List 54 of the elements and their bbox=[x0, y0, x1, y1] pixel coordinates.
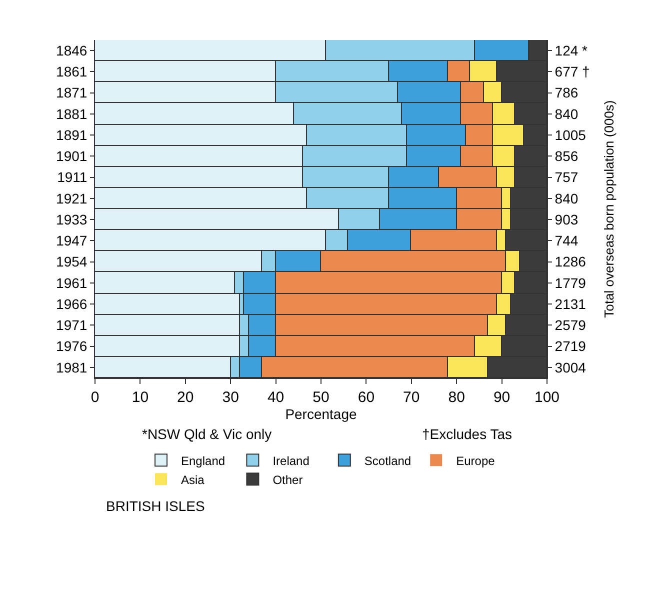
y-tick-label: 1881 bbox=[56, 106, 88, 122]
y2-tick-label: 2579 bbox=[554, 317, 586, 334]
y2-tick-label: 840 bbox=[554, 190, 578, 206]
x-tick-label: 90 bbox=[493, 389, 510, 406]
y2-tick-label: 3004 bbox=[554, 359, 586, 376]
y-tick-label: 1961 bbox=[56, 274, 88, 291]
x-tick-label: 50 bbox=[312, 389, 330, 406]
y-tick-label: 1976 bbox=[56, 338, 88, 354]
y-tick-label: 1861 bbox=[56, 64, 88, 80]
y-tick-label: 1901 bbox=[56, 148, 88, 164]
y-tick-label: 1947 bbox=[56, 232, 88, 249]
y2-tick-label: 744 bbox=[554, 232, 578, 249]
x-tick-label: 70 bbox=[403, 389, 420, 406]
y-tick-label: 1891 bbox=[56, 126, 88, 143]
x-tick-label: 0 bbox=[90, 389, 100, 406]
x-tick-label: 10 bbox=[132, 389, 149, 406]
text: BRITISH ISLES bbox=[106, 498, 205, 514]
y-tick-label: 1966 bbox=[56, 296, 88, 312]
y2-tick-label: 677 † bbox=[554, 64, 590, 80]
y2-axis-title: Total overseas born population (000s) bbox=[601, 100, 616, 318]
y2-tick-label: 2719 bbox=[554, 338, 586, 354]
y-tick-label: 1981 bbox=[56, 359, 88, 376]
legend-label: England bbox=[181, 454, 226, 468]
y2-tick-label: 124 * bbox=[554, 42, 588, 58]
x-tick-label: 100 bbox=[534, 389, 560, 406]
legend-label: Europe bbox=[456, 454, 496, 468]
y2-tick-label: 903 bbox=[554, 211, 578, 228]
x-tick-label: 60 bbox=[358, 389, 375, 406]
y2-tick-label: 757 bbox=[554, 169, 578, 186]
y-tick-label: 1971 bbox=[56, 317, 88, 334]
y2-tick-label: 786 bbox=[554, 84, 578, 101]
x-tick-label: 80 bbox=[448, 389, 465, 406]
legend-label: Other bbox=[272, 472, 303, 487]
x-tick-label: 30 bbox=[222, 389, 239, 406]
legend-label: Scotland bbox=[364, 454, 412, 468]
y-tick-label: 1846 bbox=[56, 42, 88, 58]
y-tick-label: 1954 bbox=[56, 254, 88, 270]
x-axis-title: Percentage bbox=[285, 406, 358, 422]
y2-tick-label: 840 bbox=[554, 106, 578, 122]
text: *NSW Qld & Vic only bbox=[142, 426, 272, 442]
y-tick-label: 1933 bbox=[56, 211, 88, 228]
y-tick-label: 1871 bbox=[56, 84, 88, 101]
y2-tick-label: 856 bbox=[554, 148, 578, 164]
text: †Excludes Tas bbox=[422, 426, 512, 442]
y2-tick-label: 1005 bbox=[554, 126, 586, 143]
y-tick-label: 1911 bbox=[57, 169, 88, 186]
y2-tick-label: 2131 bbox=[554, 296, 586, 312]
y2-tick-label: 1779 bbox=[554, 274, 586, 291]
x-tick-label: 40 bbox=[267, 389, 284, 406]
y-tick-label: 1921 bbox=[56, 190, 88, 206]
legend-label: Asia bbox=[181, 472, 205, 487]
y2-tick-label: 1286 bbox=[554, 254, 586, 270]
x-tick-label: 20 bbox=[177, 389, 194, 406]
legend-label: Ireland bbox=[272, 454, 310, 468]
